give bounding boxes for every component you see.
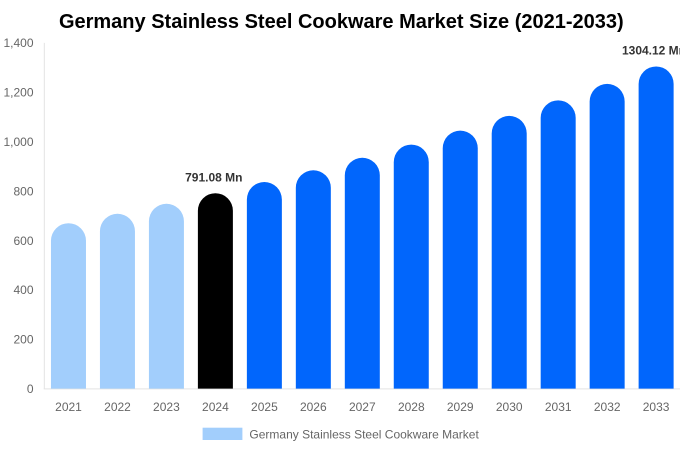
- svg-text:2028: 2028: [398, 400, 425, 414]
- svg-text:2031: 2031: [545, 400, 572, 414]
- svg-text:791.08 Mn: 791.08 Mn: [185, 171, 242, 185]
- svg-text:1,200: 1,200: [3, 86, 33, 100]
- svg-text:400: 400: [13, 283, 33, 297]
- svg-text:2032: 2032: [594, 400, 621, 414]
- svg-text:2023: 2023: [153, 400, 180, 414]
- svg-text:0: 0: [27, 382, 34, 396]
- svg-text:2022: 2022: [104, 400, 131, 414]
- svg-text:2021: 2021: [55, 400, 82, 414]
- svg-text:1,400: 1,400: [3, 36, 33, 50]
- svg-text:1304.12 Mn: 1304.12 Mn: [622, 44, 680, 58]
- svg-text:1,000: 1,000: [3, 135, 33, 149]
- svg-text:800: 800: [13, 184, 33, 198]
- svg-text:2024: 2024: [202, 400, 229, 414]
- svg-text:2030: 2030: [496, 400, 523, 414]
- svg-text:600: 600: [13, 234, 33, 248]
- svg-text:2029: 2029: [447, 400, 474, 414]
- svg-text:Germany Stainless Steel Cookwa: Germany Stainless Steel Cookware Market: [249, 427, 479, 441]
- svg-text:2033: 2033: [643, 400, 670, 414]
- svg-text:200: 200: [13, 333, 33, 347]
- svg-text:Germany Stainless Steel Cookwa: Germany Stainless Steel Cookware Market …: [59, 11, 624, 33]
- svg-text:2027: 2027: [349, 400, 376, 414]
- svg-text:2025: 2025: [251, 400, 278, 414]
- svg-text:2026: 2026: [300, 400, 327, 414]
